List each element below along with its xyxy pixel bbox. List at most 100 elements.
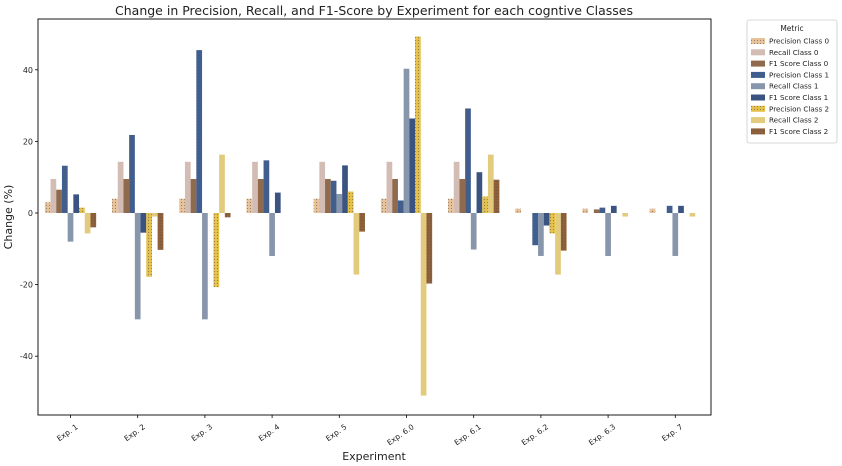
bar — [134, 213, 141, 320]
bar-hatch — [415, 36, 421, 214]
bar-hatch — [44, 202, 51, 213]
legend-swatch — [751, 94, 765, 101]
bar-hatch — [359, 213, 365, 232]
bar — [593, 209, 600, 213]
legend-swatch — [751, 60, 765, 67]
legend-title: Metric — [780, 24, 803, 33]
x-tick-label: Exp. 6.0 — [385, 422, 415, 447]
bar-hatch — [426, 213, 433, 284]
legend-label: Recall Class 1 — [769, 82, 819, 91]
bar — [555, 213, 561, 275]
legend-label: Precision Class 1 — [769, 70, 829, 79]
y-tick-label: 40 — [23, 66, 33, 75]
bar — [184, 161, 191, 213]
bar-hatch — [482, 196, 488, 213]
y-tick-label: 0 — [28, 209, 33, 218]
bar — [56, 189, 62, 213]
legend-swatch-hatch — [751, 128, 765, 135]
bar-hatch — [263, 160, 270, 213]
bar — [392, 178, 398, 213]
bar-hatch — [213, 213, 220, 288]
legend-swatch — [751, 117, 765, 124]
bar-hatch — [196, 50, 203, 213]
bar — [50, 178, 57, 213]
y-axis-label: Change (%) — [2, 185, 15, 250]
bar-hatch — [549, 213, 556, 234]
bar — [117, 161, 124, 213]
bar-hatch — [448, 198, 454, 213]
legend-swatch — [751, 83, 765, 90]
bar — [73, 194, 80, 213]
bar-hatch — [347, 191, 354, 213]
bar — [459, 178, 466, 213]
bars — [44, 36, 696, 396]
x-axis-label: Experiment — [342, 450, 406, 463]
bar — [403, 68, 410, 213]
bar — [342, 165, 348, 213]
bar-hatch — [582, 208, 589, 213]
bar — [605, 213, 611, 256]
bar-hatch — [649, 208, 656, 213]
legend: Metric Precision Class 0 Recall Class 0 F1… — [746, 19, 838, 144]
bar — [140, 213, 147, 233]
bar — [151, 213, 158, 217]
bar-hatch — [380, 198, 387, 213]
bar — [252, 161, 258, 213]
x-tick-label: Exp. 2 — [122, 422, 147, 443]
bar — [269, 213, 275, 256]
bar-hatch — [397, 200, 404, 213]
bar — [409, 118, 416, 213]
bar — [84, 213, 91, 234]
legend-swatch — [751, 49, 765, 56]
x-tick-label: Exp. 6.3 — [587, 422, 617, 447]
bar — [123, 178, 130, 213]
legend-label: F1 Score Class 2 — [769, 127, 828, 136]
bar-hatch — [313, 198, 320, 213]
bar — [689, 213, 696, 217]
bar-hatch — [532, 213, 539, 246]
legend-label: Recall Class 0 — [769, 48, 819, 57]
bar-hatch — [61, 165, 68, 213]
bar — [190, 178, 197, 213]
x-tick-label: Exp. 6.2 — [520, 422, 550, 447]
bar-hatch — [330, 180, 337, 213]
bar — [325, 178, 331, 213]
bar — [453, 161, 460, 213]
bar-hatch — [246, 198, 253, 213]
x-tick-label: Exp. 1 — [55, 422, 80, 443]
bar — [353, 213, 360, 275]
legend-label: Precision Class 0 — [769, 37, 830, 46]
x-tick-label: Exp. 4 — [257, 422, 282, 443]
y-tick-label: -40 — [20, 352, 33, 361]
bar-hatch — [465, 108, 471, 213]
bar — [202, 213, 208, 320]
bar — [622, 213, 629, 217]
legend-box — [746, 19, 838, 144]
bar-hatch — [146, 213, 152, 277]
bar — [610, 205, 617, 213]
bar — [487, 154, 494, 213]
bar — [470, 213, 477, 250]
bar — [543, 213, 550, 226]
bar-hatch — [599, 207, 606, 213]
bar — [319, 161, 326, 213]
bar — [257, 178, 264, 213]
bar — [672, 213, 679, 256]
y-axis: -40 -20 0 20 40 — [20, 66, 38, 361]
bar-hatch — [224, 213, 231, 218]
x-axis: Exp. 1 Exp. 2 Exp. 3 Exp. 4 Exp. 5 Exp. 6.0 Ex… — [55, 415, 685, 447]
legend-label: F1 Score Class 0 — [769, 59, 829, 68]
bar-hatch — [560, 213, 567, 251]
bar-hatch — [79, 207, 85, 213]
bar-hatch — [515, 208, 521, 213]
y-tick-label: -20 — [20, 281, 33, 290]
legend-label: F1 Score Class 1 — [769, 93, 828, 102]
legend-swatch-hatch — [751, 105, 765, 112]
bar — [219, 154, 225, 213]
bar — [274, 192, 281, 213]
legend-label: Precision Class 2 — [769, 104, 829, 113]
bar-hatch — [493, 179, 500, 213]
bar-hatch — [179, 198, 185, 213]
y-tick-label: 20 — [23, 137, 33, 146]
